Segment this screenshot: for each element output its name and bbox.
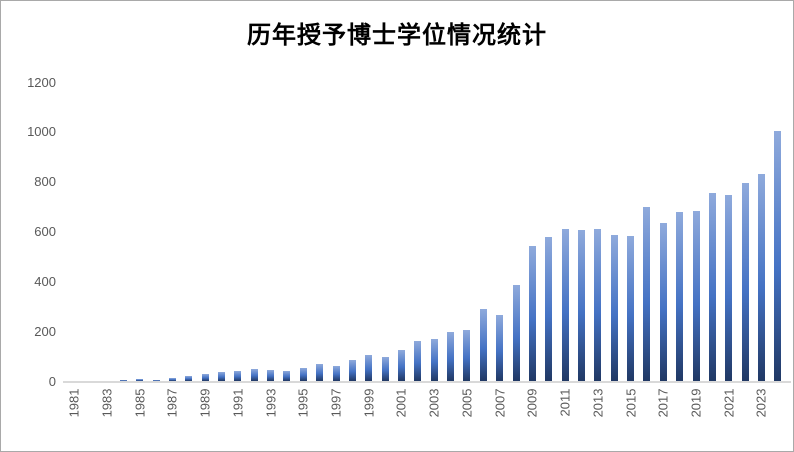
bar-2001 [397, 350, 405, 381]
y-tick-label-600: 600 [34, 224, 56, 239]
x-tick-label-2005: 2005 [459, 388, 475, 418]
bar-1992 [250, 369, 258, 381]
x-tick-label-2017: 2017 [655, 388, 671, 418]
x-tick-label-1987: 1987 [164, 388, 180, 418]
bar-2009 [528, 246, 536, 381]
bar-2019 [692, 210, 700, 381]
x-tick-label-1989: 1989 [197, 388, 213, 418]
bar-2005 [463, 329, 471, 381]
x-tick-label-2009: 2009 [524, 388, 540, 418]
bar-1998 [348, 359, 356, 381]
bar-2023 [757, 173, 765, 381]
x-tick-label-2003: 2003 [426, 388, 442, 418]
bar-2017 [659, 223, 667, 381]
bar-2015 [627, 236, 635, 381]
bar-2013 [594, 228, 602, 381]
bar-2020 [708, 192, 716, 381]
y-tick-label-400: 400 [34, 273, 56, 289]
bar-2014 [610, 235, 618, 381]
y-tick-label-1200: 1200 [27, 74, 56, 90]
bar-2022 [741, 183, 749, 381]
x-tick-label-1993: 1993 [263, 388, 279, 418]
x-axis-line [63, 381, 791, 383]
bar-2021 [725, 195, 733, 381]
bar-1995 [299, 367, 307, 381]
bar-2004 [447, 332, 455, 381]
bar-2000 [381, 357, 389, 381]
bar-1987 [168, 377, 176, 381]
bar-2007 [496, 315, 504, 381]
bar-2011 [561, 228, 569, 381]
x-tick-label-1999: 1999 [361, 388, 377, 418]
bar-1999 [365, 355, 373, 381]
bar-1990 [217, 372, 225, 381]
y-tick-label-0: 0 [48, 373, 56, 389]
bar-1991 [234, 371, 242, 381]
x-tick-label-2001: 2001 [393, 388, 409, 418]
bar-2008 [512, 284, 520, 381]
chart-title: 历年授予博士学位情况统计 [247, 20, 547, 49]
x-tick-label-1997: 1997 [328, 388, 344, 418]
bar-2003 [430, 339, 438, 381]
y-tick-label-1000: 1000 [27, 124, 56, 140]
x-tick-label-1995: 1995 [295, 388, 311, 418]
bar-1984 [119, 379, 127, 381]
x-tick-label-1991: 1991 [230, 388, 246, 418]
x-tick-label-1983: 1983 [99, 388, 115, 418]
x-tick-label-1981: 1981 [66, 388, 82, 418]
x-tick-label-2021: 2021 [721, 388, 737, 418]
bar-2010 [545, 237, 553, 381]
bar-2012 [577, 229, 585, 381]
y-tick-label-800: 800 [34, 174, 56, 190]
x-tick-label-2011: 2011 [557, 388, 573, 417]
bar-2018 [676, 212, 684, 381]
x-tick-label-1985: 1985 [132, 388, 148, 418]
x-tick-label-2015: 2015 [623, 388, 639, 418]
bar-2024 [774, 131, 782, 381]
bar-2002 [414, 341, 422, 381]
bar-1994 [283, 371, 291, 381]
bar-1996 [316, 364, 324, 381]
bar-2006 [479, 308, 487, 381]
x-tick-label-2007: 2007 [492, 388, 508, 418]
bar-1997 [332, 365, 340, 381]
bar-2016 [643, 207, 651, 381]
x-tick-label-2019: 2019 [688, 388, 704, 418]
bar-1986 [152, 379, 160, 381]
x-tick-label-2023: 2023 [753, 388, 769, 418]
bar-1993 [267, 370, 275, 381]
y-tick-label-200: 200 [34, 323, 56, 339]
bar-1989 [201, 373, 209, 381]
bar-1988 [185, 375, 193, 381]
x-tick-label-2013: 2013 [590, 388, 606, 418]
bar-1985 [136, 378, 144, 381]
